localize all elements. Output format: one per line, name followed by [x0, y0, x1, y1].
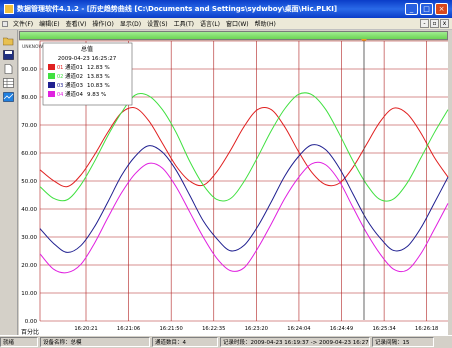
y-tick-label: 90.00 [21, 67, 37, 73]
window-title: 数据管理软件4.1.2 - [历史趋势曲线 [C:\Documents and … [17, 5, 338, 13]
legend-swatch-02 [48, 73, 55, 79]
open-folder-icon[interactable] [2, 36, 14, 46]
x-tick-label: 16:25:34 [372, 326, 396, 332]
menu-bar: 文件(F) 编辑(E) 查看(V) 操作(O) 显示(D) 设置(S) 工具(T… [0, 18, 452, 30]
status-ready: 就绪 [0, 337, 38, 347]
mdi-controls: - ▫ x [419, 19, 449, 28]
unit-label: UNKNOWN [22, 44, 46, 50]
status-time-range: 记录时段：2009-04-23 16:19:37 -> 2009-04-23 1… [220, 337, 370, 347]
menu-window[interactable]: 窗口(W) [226, 21, 249, 28]
chart-icon[interactable] [3, 92, 14, 102]
save-icon[interactable] [3, 50, 14, 60]
legend-name-01: 通道01 [65, 63, 83, 71]
menu-help[interactable]: 帮助(H) [254, 21, 276, 28]
menu-view[interactable]: 查看(V) [65, 21, 87, 28]
x-tick-label: 16:26:18 [415, 326, 438, 332]
legend: 总值 2009-04-23 16:25:27 01 通道01 12.83 % 0… [42, 42, 133, 106]
y-tick-label: 40.00 [21, 207, 37, 213]
y-tick-label: 10.00 [21, 291, 37, 297]
legend-title: 总值 [81, 45, 93, 53]
time-scrollbar-thumb[interactable] [20, 32, 447, 39]
x-tick-label: 16:23:20 [245, 326, 268, 332]
status-channels: 通道数目：4 [152, 337, 218, 347]
legend-name-02: 通道02 [65, 72, 83, 80]
time-cursor-marker[interactable] [361, 39, 367, 43]
legend-box [42, 42, 133, 106]
series-line-4 [39, 161, 449, 274]
series-line-3 [39, 144, 449, 253]
y-tick-label: 60.00 [21, 151, 37, 157]
minimize-button[interactable]: _ [405, 3, 418, 15]
legend-num-01: 01 [57, 65, 63, 71]
legend-name-03: 通道03 [65, 81, 83, 89]
menu-file[interactable]: 文件(F) [13, 21, 34, 28]
y-tick-label: 50.00 [21, 179, 37, 185]
legend-value-03: 10.83 % [87, 83, 110, 89]
legend-swatch-04 [48, 91, 55, 97]
menu-tools[interactable]: 工具(T) [173, 21, 194, 28]
menu-settings[interactable]: 设置(S) [147, 21, 168, 28]
legend-swatch-01 [48, 64, 55, 70]
x-tick-label: 16:21:50 [160, 326, 183, 332]
legend-value-04: 9.83 % [87, 92, 106, 98]
x-tick-label: 16:24:04 [287, 326, 311, 332]
menu-operate[interactable]: 操作(O) [92, 21, 114, 28]
close-button[interactable]: × [435, 3, 448, 15]
y-tick-label: 70.00 [21, 123, 37, 129]
menu-display[interactable]: 显示(D) [119, 21, 142, 28]
y-tick-label: 0.00 [25, 319, 38, 325]
maximize-button[interactable]: □ [420, 3, 433, 15]
table-icon[interactable] [3, 78, 14, 88]
mdi-close-button[interactable]: x [440, 19, 449, 28]
legend-swatch-03 [48, 82, 55, 88]
menu-edit[interactable]: 编辑(E) [39, 21, 60, 28]
legend-num-03: 03 [57, 83, 63, 89]
chart-background [19, 41, 448, 335]
y-tick-label: 30.00 [21, 235, 37, 241]
legend-num-04: 04 [57, 92, 63, 98]
y-tick-label: 80.00 [21, 95, 37, 101]
y-tick-label: 20.00 [21, 263, 37, 269]
status-device: 设备名称：总模 [40, 337, 150, 347]
series-line-2 [39, 92, 449, 202]
legend-value-01: 12.83 % [87, 65, 110, 71]
app-icon [4, 4, 14, 14]
status-interval: 记录间隔：15 [372, 337, 434, 347]
mdi-restore-button[interactable]: ▫ [430, 19, 439, 28]
new-document-icon[interactable] [3, 64, 14, 74]
series-line-1 [39, 106, 449, 188]
legend-value-02: 13.83 % [87, 74, 110, 80]
x-tick-label: 16:21:06 [117, 326, 140, 332]
legend-num-02: 02 [57, 74, 63, 80]
x-tick-label: 16:22:35 [202, 326, 225, 332]
legend-timestamp: 2009-04-23 16:25:27 [58, 56, 117, 62]
x-tick-label: 16:20:21 [74, 326, 97, 332]
status-bar: 就绪 设备名称：总模 通道数目：4 记录时段：2009-04-23 16:19:… [0, 335, 452, 348]
document-icon[interactable] [2, 20, 8, 27]
menu-language[interactable]: 语言(L) [200, 21, 221, 28]
x-tick-label: 16:24:49 [330, 326, 353, 332]
left-toolbar [0, 30, 18, 335]
legend-name-04: 通道04 [65, 90, 83, 98]
title-bar: 数据管理软件4.1.2 - [历史趋势曲线 [C:\Documents and … [0, 0, 452, 18]
mdi-minimize-button[interactable]: - [420, 19, 429, 28]
